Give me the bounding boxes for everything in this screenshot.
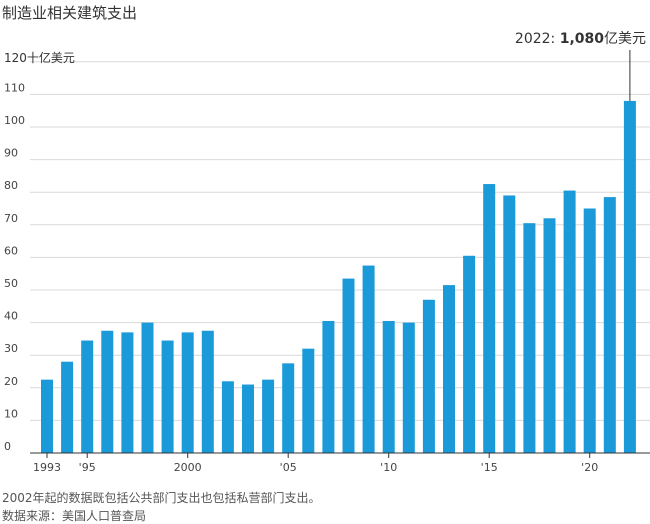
x-tick-label: '15 [481,461,498,474]
source-note: 数据来源：美国人口普查局 [2,509,147,523]
x-axis-ticks: 1993 '95 2000 '05 '10 '15 '20 [33,453,598,474]
bar-2013 [443,285,455,453]
bar-2003 [242,384,254,453]
x-tick-label: '20 [581,461,598,474]
y-tick-label: 60 [4,244,18,257]
bar-2016 [503,195,516,453]
bar-2017 [523,223,536,453]
footnote: 2002年起的数据既包括公共部门支出也包括私营部门支出。 [2,491,321,505]
y-tick-label: 110 [4,81,25,94]
bar-1994 [61,361,74,453]
bar-2000 [181,332,194,453]
bar-2005 [282,363,295,453]
bar-2006 [302,348,315,453]
bar-1993 [41,379,53,453]
x-tick-label: '05 [280,461,297,474]
bar-1997 [121,332,134,453]
bar-1996 [101,330,114,453]
bar-2010 [382,320,395,453]
bar-2015 [483,184,496,454]
y-tick-label: 0 [4,440,11,453]
bar-2004 [262,379,275,453]
x-tick-label: 2000 [174,461,202,474]
bar-2001 [201,330,214,453]
y-tick-label: 90 [4,147,18,160]
bar-1998 [141,322,154,453]
y-tick-label: 40 [4,310,18,323]
bar-1999 [161,340,174,453]
y-tick-label: 30 [4,342,18,355]
y-tick-label: 50 [4,277,18,290]
x-tick-label: 1993 [33,461,61,474]
y-axis-unit-label: 120十亿美元 [4,50,75,65]
bar-2011 [402,322,415,453]
y-tick-label: 10 [4,407,18,420]
bar-2022 [623,100,636,454]
bar-2008 [342,278,355,453]
bars [41,100,636,454]
annotation-label: 2022: 1,080亿美元 [515,31,646,47]
x-tick-label: '95 [79,461,96,474]
bar-2019 [563,190,576,453]
bar-2007 [322,320,335,453]
bar-2012 [422,299,435,453]
bar-2020 [583,208,596,453]
bar-2014 [463,255,476,453]
annotation: 2022: 1,080亿美元 [515,31,646,101]
bar-2021 [603,197,616,453]
bar-2009 [362,265,375,453]
bar-2018 [543,218,556,453]
y-axis-ticks: 0 10 20 30 40 50 60 70 80 90 100 110 [4,81,25,453]
x-tick-label: '10 [380,461,397,474]
chart-title: 制造业相关建筑支出 [2,4,138,22]
y-tick-label: 100 [4,114,25,127]
bar-2002 [221,381,234,453]
y-tick-label: 20 [4,375,18,388]
y-tick-label: 70 [4,212,18,225]
y-tick-label: 80 [4,179,18,192]
bar-1995 [81,340,94,453]
